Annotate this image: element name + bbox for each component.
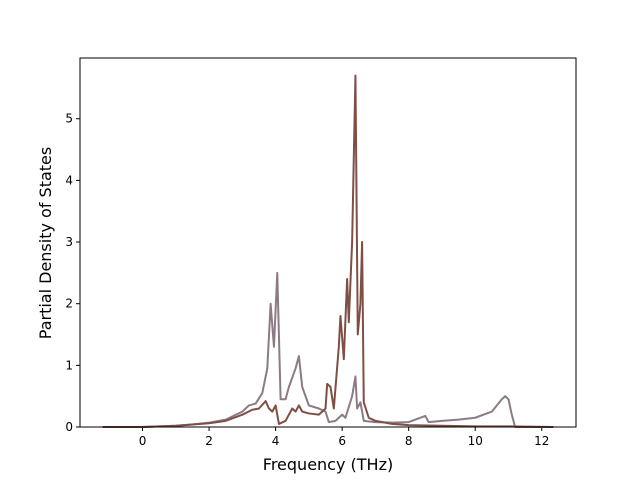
line-series <box>102 74 554 428</box>
y-tick-label: 3 <box>65 235 73 249</box>
x-tick-label: 6 <box>338 434 346 448</box>
x-tick-label: 10 <box>468 434 483 448</box>
x-tick-label: 2 <box>205 434 213 448</box>
y-tick-label: 2 <box>65 297 73 311</box>
y-tick-label: 1 <box>65 358 73 372</box>
x-tick-label: 8 <box>405 434 413 448</box>
line-series <box>102 271 554 428</box>
x-axis-label: Frequency (THz) <box>263 455 393 474</box>
y-tick-label: 0 <box>65 420 73 434</box>
y-tick-label: 5 <box>65 112 73 126</box>
y-tick-label: 4 <box>65 173 73 187</box>
x-tick-label: 12 <box>534 434 549 448</box>
plot-frame <box>79 57 577 428</box>
y-axis-label: Partial Density of States <box>36 147 55 339</box>
x-tick-label: 0 <box>139 434 147 448</box>
x-tick-label: 4 <box>272 434 280 448</box>
